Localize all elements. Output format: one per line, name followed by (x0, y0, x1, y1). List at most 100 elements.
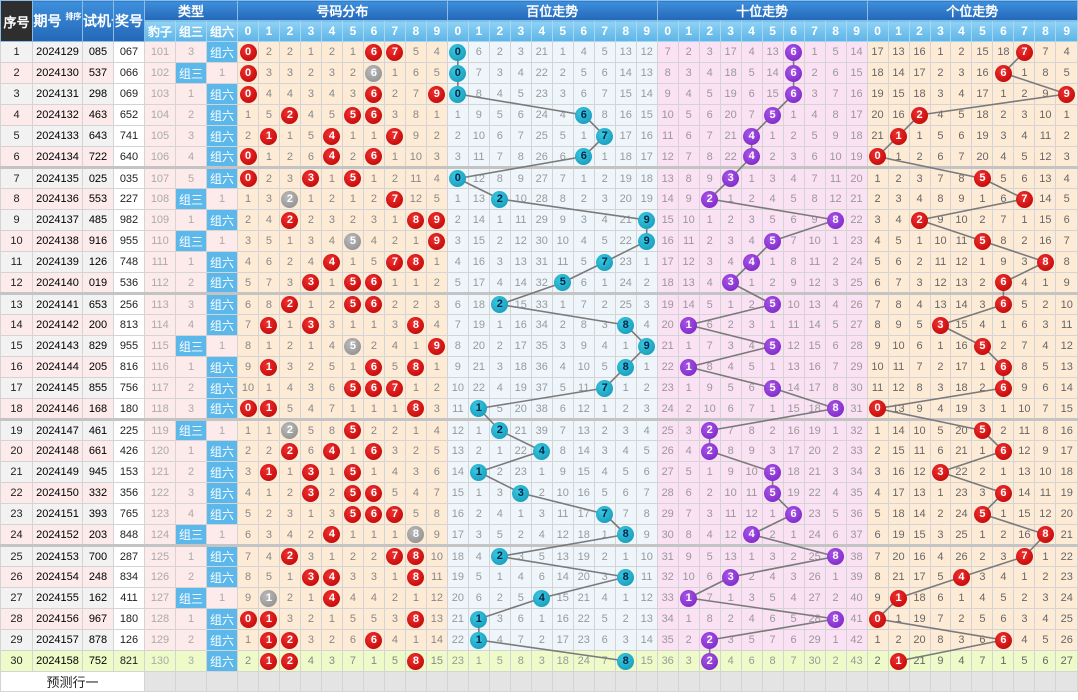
predict-cell[interactable] (677, 671, 700, 692)
unit-cell: 1 (1034, 272, 1057, 294)
predict-cell[interactable] (320, 671, 343, 692)
tens-cell: 2 (677, 41, 700, 63)
distribution-cell: 1 (258, 314, 280, 336)
unit-cell: 5 (1055, 62, 1078, 84)
predict-cell[interactable] (205, 671, 239, 692)
unit-cell: 1 (887, 608, 910, 630)
predict-cell[interactable] (950, 671, 973, 692)
predict-cell[interactable] (698, 671, 721, 692)
predict-cell[interactable] (866, 671, 889, 692)
tens-cell: 5 (761, 335, 784, 357)
predict-cell[interactable] (719, 671, 742, 692)
predict-cell[interactable] (614, 671, 637, 692)
predict-cell[interactable] (803, 671, 826, 692)
row-issue: 2024132 (32, 104, 83, 126)
header-issue[interactable]: 期号 排序 (32, 0, 83, 42)
tens-ball: 2 (701, 190, 719, 208)
hund-ball: 1 (470, 400, 488, 417)
predict-label: 预测行一 (0, 671, 145, 692)
tens-cell: 23 (845, 230, 868, 252)
predict-cell[interactable] (992, 671, 1015, 692)
predict-cell[interactable] (887, 671, 910, 692)
row-prize: 153 (113, 461, 145, 483)
predict-cell[interactable] (509, 671, 532, 692)
unit-cell: 1 (971, 251, 994, 273)
hund-cell: 1 (572, 125, 595, 147)
hund-cell: 21 (530, 41, 553, 63)
unit-cell: 1 (887, 146, 910, 168)
predict-cell[interactable] (383, 671, 406, 692)
tens-cell: 28 (845, 335, 868, 357)
predict-cell[interactable] (1013, 671, 1036, 692)
distribution-cell: 2 (320, 188, 343, 210)
dist-digit-header: 0 (237, 20, 259, 42)
unit-cell: 12 (1013, 440, 1036, 462)
predict-cell[interactable] (635, 671, 658, 692)
predict-cell[interactable] (1034, 671, 1057, 692)
predict-cell[interactable] (551, 671, 574, 692)
hund-cell: 17 (509, 335, 532, 357)
predict-cell[interactable] (1055, 671, 1078, 692)
distribution-cell: 1 (258, 146, 280, 168)
predict-cell[interactable] (144, 671, 176, 692)
predict-cell[interactable] (446, 671, 469, 692)
tens-cell: 1 (698, 209, 721, 231)
predict-cell[interactable] (782, 671, 805, 692)
tens-cell: 9 (698, 166, 721, 189)
predict-cell[interactable] (362, 671, 385, 692)
predict-cell[interactable] (404, 671, 427, 692)
unit-cell: 2 (992, 335, 1015, 357)
predict-cell[interactable] (572, 671, 595, 692)
unit-ball: 6 (994, 296, 1012, 313)
baozi-cell: 115 (144, 335, 176, 357)
predict-cell[interactable] (425, 671, 448, 692)
predict-cell[interactable] (845, 671, 868, 692)
tens-cell: 23 (803, 503, 826, 525)
predict-cell[interactable] (299, 671, 322, 692)
tens-ball: 3 (722, 274, 740, 291)
predict-cell[interactable] (175, 671, 207, 692)
distribution-cell: 1 (341, 398, 364, 420)
hund-cell: 3 (593, 440, 616, 462)
tens-ball: 8 (827, 548, 845, 565)
predict-cell[interactable] (530, 671, 553, 692)
unit-ball: 0 (869, 610, 887, 628)
row-seq: 21 (0, 461, 33, 483)
hund-cell: 6 (593, 62, 616, 84)
predict-cell[interactable] (971, 671, 994, 692)
distribution-ball: 6 (365, 484, 383, 502)
tens-cell: 11 (656, 125, 679, 147)
baozi-cell: 108 (144, 188, 176, 210)
tens-cell: 1 (677, 314, 700, 336)
predict-cell[interactable] (341, 671, 364, 692)
predict-cell[interactable] (258, 671, 280, 692)
hund-cell: 16 (467, 251, 490, 273)
row-prize: 256 (113, 292, 145, 315)
predict-cell[interactable] (488, 671, 511, 692)
tens-ball: 3 (722, 568, 740, 586)
predict-cell[interactable] (929, 671, 952, 692)
distribution-cell: 5 (320, 104, 343, 126)
distribution-cell: 1 (258, 461, 280, 483)
hund-cell: 1 (467, 629, 490, 651)
hund-ball: 8 (617, 526, 635, 543)
predict-cell[interactable] (740, 671, 763, 692)
predict-cell[interactable] (593, 671, 616, 692)
unit-cell: 4 (866, 482, 889, 504)
tens-cell: 7 (677, 146, 700, 168)
predict-cell[interactable] (237, 671, 259, 692)
tens-cell: 5 (761, 461, 784, 483)
tens-cell: 15 (803, 335, 826, 357)
predict-cell[interactable] (908, 671, 931, 692)
predict-cell[interactable] (467, 671, 490, 692)
predict-cell[interactable] (656, 671, 679, 692)
hund-cell: 14 (614, 62, 637, 84)
predict-cell[interactable] (278, 671, 301, 692)
sort-button[interactable]: 排序 (65, 12, 82, 21)
distribution-ball: 1 (260, 652, 278, 670)
distribution-cell: 3 (278, 503, 301, 525)
predict-cell[interactable] (824, 671, 847, 692)
unit-digit-header: 4 (950, 20, 973, 42)
distribution-cell: 5 (362, 251, 385, 273)
predict-cell[interactable] (761, 671, 784, 692)
